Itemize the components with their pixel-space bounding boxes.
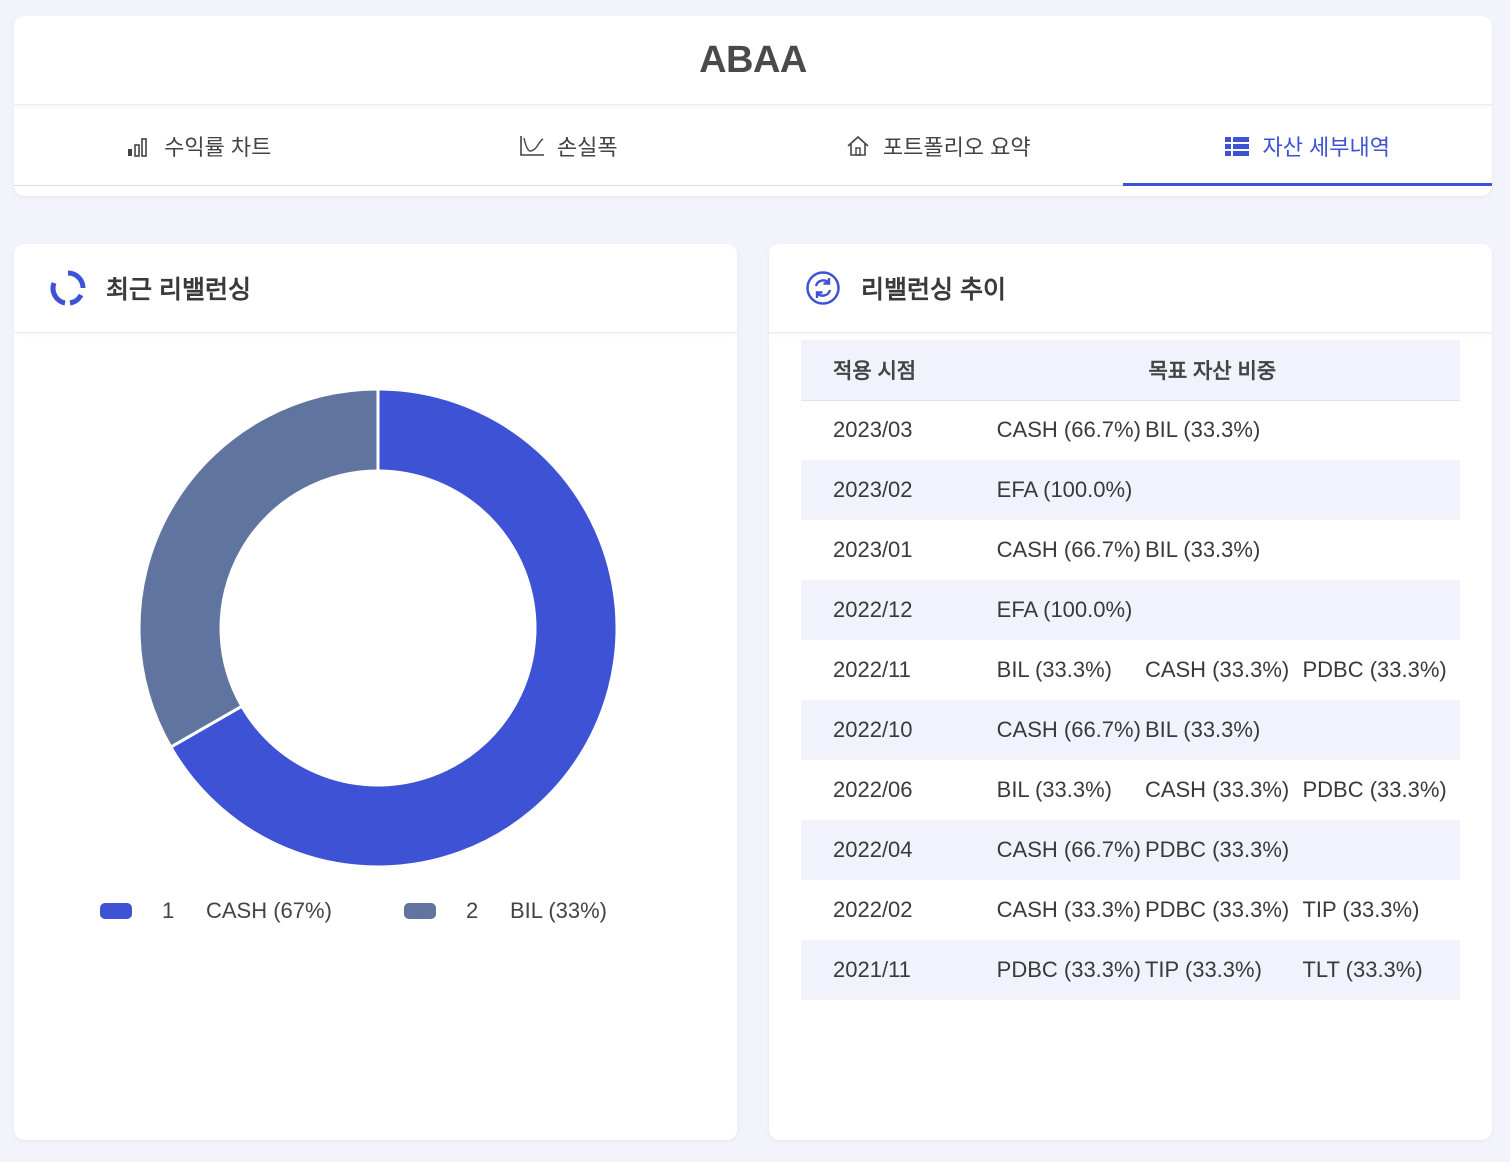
cell-weight [1302, 460, 1460, 520]
donut-slice-bil[interactable] [138, 388, 380, 750]
cell-weight [1302, 700, 1460, 760]
tab-label: 포트폴리오 요약 [882, 134, 1031, 160]
cell-weight: PDBC (33.3%) [996, 957, 1141, 982]
cell-date: 2021/11 [833, 957, 911, 982]
legend-label: CASH (67%) [206, 898, 332, 923]
legend-label: BIL (33%) [510, 898, 608, 923]
recent-rebalancing-card: 최근 리밸런싱 1 CASH (67%) 2 BIL (33%) [14, 244, 737, 1140]
table-row: 2021/11 PDBC (33.3%) TIP (33.3%) TLT (33.3%… [801, 940, 1460, 1000]
cell-weight [1302, 820, 1460, 880]
cell-weight [1145, 580, 1303, 640]
cell-weight: PDBC (33.3%) [1144, 837, 1290, 862]
cell-weight: PDBC (33.3%) [1302, 777, 1447, 802]
cell-weight: EFA (100.0%) [996, 597, 1133, 622]
tab-label: 수익률 차트 [164, 134, 272, 160]
tab-portfolio-summary[interactable]: 포트폴리오 요약 [753, 106, 1123, 185]
cell-weight: CASH (66.7%) [996, 537, 1141, 562]
cell-weight: CASH (33.3%) [996, 897, 1141, 922]
cell-weight: PDBC (33.3%) [1302, 657, 1447, 682]
legend-number: 2 [466, 898, 479, 923]
home-icon [845, 133, 871, 159]
tab-asset-details[interactable]: 자산 세부내역 [1122, 106, 1493, 186]
tab-label: 손실폭 [556, 134, 618, 160]
cell-weight: CASH (66.7%) [996, 837, 1141, 862]
cell-weight: BIL (33.3%) [1144, 717, 1261, 742]
cell-date: 2022/02 [833, 897, 913, 922]
cell-date: 2023/02 [833, 477, 913, 502]
card-header: 리밸런싱 추이 [769, 244, 1492, 333]
cell-date: 2022/10 [833, 717, 913, 742]
legend-swatch [100, 903, 132, 919]
cell-weight: TIP (33.3%) [1302, 897, 1420, 922]
cell-weight [1302, 520, 1460, 580]
cell-weight: BIL (33.3%) [996, 657, 1112, 682]
cell-weight: CASH (33.3%) [1144, 657, 1290, 682]
table-row: 2023/03 CASH (66.7%) BIL (33.3%) [801, 400, 1460, 460]
cell-date: 2022/06 [833, 777, 913, 802]
column-header-weights: 목표 자산 비중 [964, 340, 1460, 401]
cell-weight: EFA (100.0%) [996, 477, 1133, 502]
allocation-donut-chart [138, 388, 618, 868]
table-row: 2022/10 CASH (66.7%) BIL (33.3%) [801, 700, 1460, 760]
rebalancing-history-card: 리밸런싱 추이 적용 시점 목표 자산 비중 2023/03 CASH (66.7… [769, 244, 1492, 1140]
cell-weight: BIL (33.3%) [1144, 537, 1261, 562]
header-card: ABAA 수익률 차트 손실폭 포트폴리오 요약 자산 세부내역 [14, 16, 1492, 196]
table-row: 2023/02 EFA (100.0%) [801, 460, 1460, 520]
table-row: 2022/02 CASH (33.3%) PDBC (33.3%) TIP (33.3… [801, 880, 1460, 940]
table-row: 2023/01 CASH (66.7%) BIL (33.3%) [801, 520, 1460, 580]
cell-date: 2022/11 [833, 657, 911, 682]
cell-weight: PDBC (33.3%) [1144, 897, 1290, 922]
chart-legend: 1 CASH (67%) 2 BIL (33%) [100, 898, 708, 924]
cell-weight: BIL (33.3%) [996, 777, 1112, 802]
cell-weight: CASH (66.7%) [996, 717, 1141, 742]
legend-item[interactable]: 2 BIL (33%) [404, 898, 708, 924]
cell-weight [1145, 460, 1303, 520]
card-title: 리밸런싱 추이 [861, 276, 1006, 304]
drawdown-chart-icon [519, 133, 545, 159]
cell-weight [1302, 400, 1460, 460]
list-icon [1224, 133, 1250, 159]
legend-number: 1 [162, 898, 175, 923]
tab-drawdown[interactable]: 손실폭 [384, 106, 754, 185]
rebalancing-table: 적용 시점 목표 자산 비중 2023/03 CASH (66.7%) BIL (3… [801, 340, 1460, 1000]
legend-swatch [404, 903, 436, 919]
cell-weight: CASH (66.7%) [996, 417, 1141, 443]
table-row: 2022/11 BIL (33.3%) CASH (33.3%) PDBC (33.3… [801, 640, 1460, 700]
cell-weight: TLT (33.3%) [1302, 957, 1423, 982]
title-bar: ABAA [14, 16, 1492, 105]
cell-date: 2023/01 [833, 537, 913, 562]
legend-item[interactable]: 1 CASH (67%) [100, 898, 404, 924]
cell-weight: BIL (33.3%) [1144, 417, 1261, 443]
cell-date: 2022/12 [833, 597, 913, 622]
table-row: 2022/12 EFA (100.0%) [801, 580, 1460, 640]
refresh-cycle-icon [805, 270, 841, 306]
donut-slice-cash[interactable] [168, 388, 618, 868]
table-row: 2022/06 BIL (33.3%) CASH (33.3%) PDBC (33.3… [801, 760, 1460, 820]
bar-chart-icon [126, 133, 152, 159]
column-header-date: 적용 시점 [801, 340, 965, 401]
cell-weight: TIP (33.3%) [1144, 957, 1262, 982]
page-title: ABAA [699, 38, 807, 81]
card-title: 최근 리밸런싱 [106, 276, 251, 304]
cell-date: 2023/03 [833, 417, 913, 443]
table-row: 2022/04 CASH (66.7%) PDBC (33.3%) [801, 820, 1460, 880]
cell-weight [1302, 580, 1460, 640]
tab-bar: 수익률 차트 손실폭 포트폴리오 요약 자산 세부내역 [14, 106, 1492, 186]
cell-date: 2022/04 [833, 837, 913, 862]
tab-returns-chart[interactable]: 수익률 차트 [14, 106, 384, 185]
card-header: 최근 리밸런싱 [14, 244, 737, 333]
table-header-row: 적용 시점 목표 자산 비중 [801, 340, 1460, 401]
donut-chart-icon [50, 270, 86, 306]
tab-label: 자산 세부내역 [1262, 134, 1391, 160]
cell-weight: CASH (33.3%) [1144, 777, 1290, 802]
